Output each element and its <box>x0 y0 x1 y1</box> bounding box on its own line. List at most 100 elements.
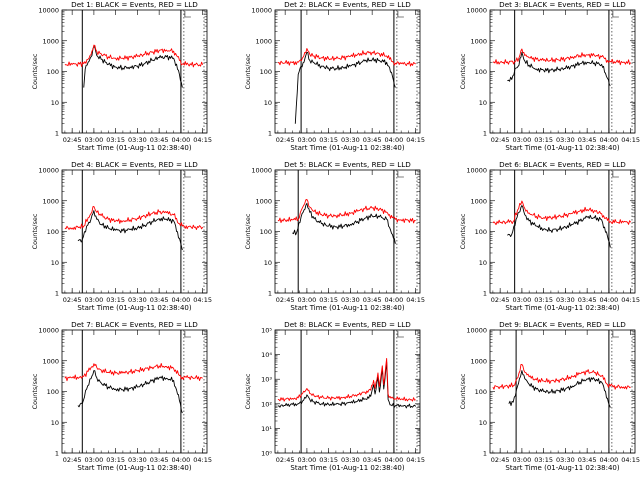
detector-panel-2: Det 2: BLACK = Events, RED = LLD 1 10 100 10… <box>244 0 425 152</box>
x-tick-label: 03:00 <box>85 136 104 144</box>
x-tick-label: 04:00 <box>172 296 191 304</box>
series-line-events <box>507 205 611 248</box>
x-axis-label: Start Time (01-Aug-11 02:38:40) <box>290 144 404 152</box>
x-tick-label: 03:30 <box>128 136 147 144</box>
y-tick-label: 10 <box>479 259 487 267</box>
x-tick-label: 03:30 <box>341 456 360 464</box>
x-tick-label: 03:15 <box>106 296 125 304</box>
x-tick-label: 03:15 <box>106 136 125 144</box>
y-tick-label: 1 <box>483 450 487 458</box>
x-tick-label: 03:00 <box>298 296 317 304</box>
series-line-events <box>294 51 396 124</box>
x-tick-label: 04:15 <box>193 296 212 304</box>
series-line-events <box>507 51 611 86</box>
series-line-events <box>83 46 183 88</box>
x-tick-label: 04:00 <box>172 136 191 144</box>
interval-corner-marker <box>397 331 404 338</box>
x-tick-label: 04:00 <box>600 296 619 304</box>
x-tick-label: 03:45 <box>150 136 169 144</box>
y-tick-label: 1 <box>55 130 59 138</box>
y-axis-label: Counts/sec <box>31 53 39 89</box>
x-axis-label: Start Time (01-Aug-11 02:38:40) <box>505 304 619 312</box>
x-axis-label: Start Time (01-Aug-11 02:38:40) <box>290 464 404 472</box>
plot-frame <box>61 169 208 294</box>
interval-corner-marker <box>184 331 191 338</box>
interval-corner-marker <box>184 11 191 18</box>
x-tick-label: 02:45 <box>276 296 295 304</box>
x-tick-label: 02:45 <box>63 136 82 144</box>
y-tick-label: 10000 <box>38 7 59 15</box>
x-tick-label: 03:00 <box>513 296 532 304</box>
y-tick-label: 10⁵ <box>261 327 272 335</box>
y-tick-label: 10 <box>479 419 487 427</box>
detector-panel-7: Det 7: BLACK = Events, RED = LLD 1 10 100 10… <box>31 320 212 472</box>
y-axis-label: Counts/sec <box>459 53 467 89</box>
y-axis-label: Counts/sec <box>31 213 39 249</box>
y-tick-label: 1000 <box>42 197 59 205</box>
x-tick-label: 03:30 <box>556 296 575 304</box>
y-tick-label: 1 <box>483 290 487 298</box>
y-tick-label: 10000 <box>251 167 272 175</box>
y-tick-label: 10000 <box>466 7 487 15</box>
series-line-lld <box>492 363 631 390</box>
x-tick-label: 04:15 <box>621 136 640 144</box>
x-tick-label: 04:15 <box>406 456 425 464</box>
series-line-events <box>277 361 416 409</box>
plot-frame <box>61 329 208 454</box>
plot-frame <box>489 169 636 294</box>
series-line-lld <box>277 199 416 224</box>
chart-title: Det 6: BLACK = Events, RED = LLD <box>499 160 626 169</box>
x-tick-label: 03:15 <box>534 456 553 464</box>
y-tick-label: 100 <box>47 388 59 396</box>
y-tick-label: 1 <box>55 450 59 458</box>
y-tick-label: 10 <box>479 99 487 107</box>
x-tick-label: 02:45 <box>491 296 510 304</box>
y-tick-label: 10¹ <box>261 425 272 433</box>
interval-corner-marker <box>612 331 619 338</box>
y-tick-label: 10² <box>261 400 272 408</box>
y-tick-label: 1 <box>55 290 59 298</box>
y-tick-label: 10 <box>51 99 59 107</box>
y-tick-label: 10000 <box>38 327 59 335</box>
x-tick-label: 03:15 <box>319 136 338 144</box>
x-tick-label: 04:15 <box>193 136 212 144</box>
interval-corner-marker <box>397 11 404 18</box>
plot-frame <box>274 9 421 134</box>
series-line-lld <box>64 206 204 230</box>
y-tick-label: 100 <box>475 68 487 76</box>
x-tick-label: 04:00 <box>385 456 404 464</box>
y-tick-label: 1000 <box>255 197 272 205</box>
y-tick-label: 1 <box>268 290 272 298</box>
y-axis-label: Counts/sec <box>459 213 467 249</box>
x-tick-label: 03:00 <box>298 136 317 144</box>
x-tick-label: 02:45 <box>63 296 82 304</box>
y-tick-label: 10⁴ <box>261 351 272 359</box>
chart-title: Det 8: BLACK = Events, RED = LLD <box>284 320 411 329</box>
chart-title: Det 5: BLACK = Events, RED = LLD <box>284 160 411 169</box>
x-tick-label: 03:00 <box>298 456 317 464</box>
y-tick-label: 1 <box>268 130 272 138</box>
series-line-events <box>77 210 183 251</box>
y-tick-label: 1000 <box>470 37 487 45</box>
detector-panel-5: Det 5: BLACK = Events, RED = LLD 1 10 100 10… <box>244 160 425 312</box>
y-axis-label: Counts/sec <box>31 373 39 409</box>
y-tick-label: 10 <box>51 419 59 427</box>
detector-panel-8: Det 8: BLACK = Events, RED = LLD 10⁰ 10¹ 10… <box>244 320 425 472</box>
x-tick-label: 03:30 <box>341 136 360 144</box>
x-tick-label: 03:00 <box>513 136 532 144</box>
chart-title: Det 3: BLACK = Events, RED = LLD <box>499 0 626 9</box>
x-tick-label: 04:00 <box>600 136 619 144</box>
x-tick-label: 03:15 <box>319 456 338 464</box>
series-line-lld <box>277 48 416 67</box>
x-tick-label: 04:00 <box>600 456 619 464</box>
series-line-lld <box>492 200 632 226</box>
interval-corner-marker <box>612 171 619 178</box>
x-tick-label: 04:15 <box>406 136 425 144</box>
y-tick-label: 100 <box>47 228 59 236</box>
detector-panel-9: Det 9: BLACK = Events, RED = LLD 1 10 100 10… <box>459 320 640 472</box>
x-tick-label: 03:30 <box>556 136 575 144</box>
y-tick-label: 100 <box>47 68 59 76</box>
x-tick-label: 03:15 <box>534 296 553 304</box>
x-tick-label: 02:45 <box>276 456 295 464</box>
x-axis-label: Start Time (01-Aug-11 02:38:40) <box>77 304 191 312</box>
